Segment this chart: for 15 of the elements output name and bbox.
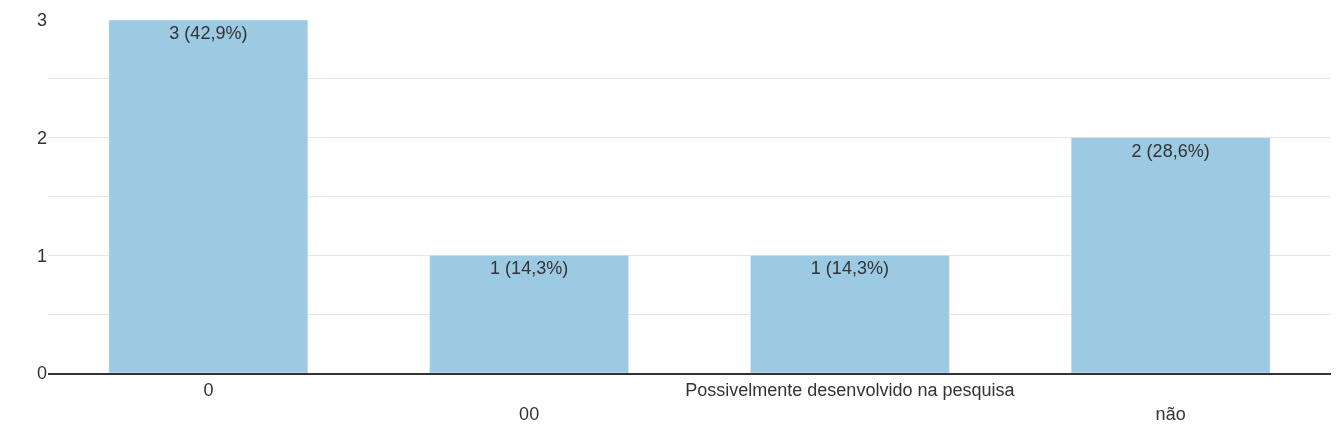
data-label: 3 (42,9%): [169, 23, 248, 43]
y-tick-label: 0: [36, 363, 47, 384]
bar: [108, 20, 309, 373]
data-label: 2 (28,6%): [1131, 140, 1210, 161]
bar: [429, 255, 629, 373]
data-label: 1 (14,3%): [810, 258, 889, 279]
y-tick-label: 2: [36, 127, 47, 148]
y-tick-label: 1: [36, 245, 47, 266]
x-tick-label: 00: [519, 403, 540, 424]
bar: [1070, 137, 1271, 373]
x-tick-label: Possivelmente desenvolvido na pesquisa: [685, 380, 1016, 401]
data-label: 1 (14,3%): [490, 258, 569, 279]
y-tick-label: 3: [36, 10, 47, 31]
x-tick-label: não: [1155, 403, 1186, 424]
bar: [750, 255, 950, 373]
